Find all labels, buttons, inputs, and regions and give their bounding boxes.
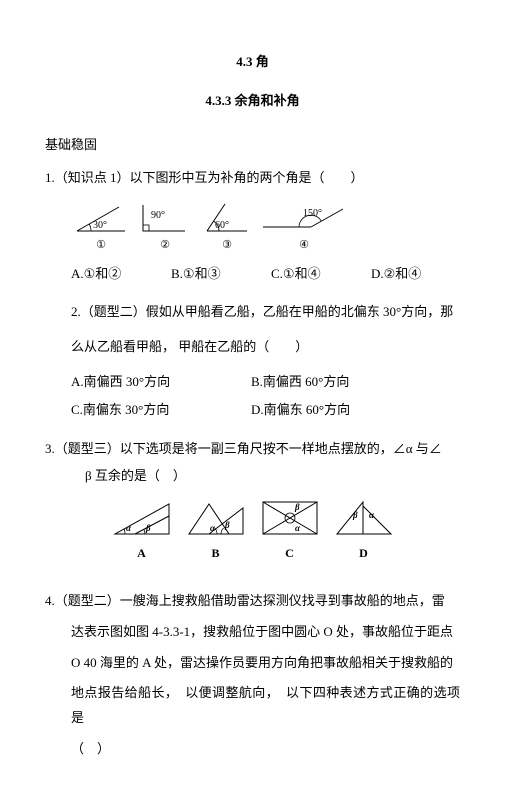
q1-opt-a: A.①和② — [71, 262, 171, 287]
q3-fig-c: α β C — [259, 498, 321, 565]
q1-fig-3-label: ③ — [222, 235, 232, 256]
q3-stem1: 3.（题型三）以下选项是将一副三角尺按不一样地点摆放的，∠α 与∠ — [45, 437, 460, 462]
q1-fig-2-label: ② — [160, 235, 170, 256]
q2-options-row1: A.南偏西 30°方向 B.南偏西 60°方向 — [45, 370, 460, 395]
q3-fig-d: β α D — [333, 498, 395, 565]
q3-label-d: D — [359, 542, 368, 565]
q1-opt-c: C.①和④ — [271, 262, 371, 287]
svg-text:β: β — [224, 520, 230, 530]
q1-opt-d: D.②和④ — [371, 262, 421, 287]
q1-fig-4: 150° ④ — [259, 201, 349, 256]
q3-stem2: β 互余的是（ ） — [45, 464, 460, 489]
q2-opt-c: C.南偏东 30°方向 — [71, 398, 251, 423]
q3-fig-a: α β A — [111, 498, 173, 565]
q4-line4: 地点报告给船长， 以便调整航向， 以下四种表述方式正确的选项是 — [45, 681, 460, 730]
svg-text:β: β — [352, 510, 358, 520]
q3-label-c: C — [285, 542, 294, 565]
q2-options-row2: C.南偏东 30°方向 D.南偏东 60°方向 — [45, 398, 460, 423]
svg-text:β: β — [294, 502, 300, 512]
q1-figures: 30° ① 90° ② 60° ③ — [45, 201, 460, 256]
q1-stem: 1.（知识点 1）以下图形中互为补角的两个角是（ ） — [45, 166, 460, 191]
q2-opt-a: A.南偏西 30°方向 — [71, 370, 251, 395]
q3-figures: α β A α β B α β — [45, 498, 460, 565]
q1-fig-1: 30° ① — [71, 201, 131, 256]
q2-line2: 么从乙船看甲船， 甲船在乙船的（ ） — [45, 335, 460, 360]
svg-text:α: α — [369, 510, 375, 520]
q4-line1: 4.（题型二）一艘海上搜救船借助雷达探测仪找寻到事故船的地点，雷 — [45, 589, 460, 614]
q1-fig-1-label: ① — [96, 235, 106, 256]
q1-angle-4: 150° — [303, 208, 322, 219]
q3-label-a: A — [137, 542, 146, 565]
q1-options: A.①和② B.①和③ C.①和④ D.②和④ — [45, 262, 460, 287]
q1-angle-1: 30° — [93, 220, 107, 231]
q1-angle-3: 60° — [215, 220, 229, 231]
q3-label-b: B — [211, 542, 219, 565]
svg-text:β: β — [145, 523, 151, 533]
q2-opt-b: B.南偏西 60°方向 — [251, 370, 431, 395]
q4-line2: 达表示图如图 4-3.3-1，搜救船位于图中圆心 O 处，事故船位于距点 — [45, 620, 460, 645]
q1-fig-3: 60° ③ — [199, 201, 255, 256]
q1-opt-b: B.①和③ — [171, 262, 271, 287]
q2-opt-d: D.南偏东 60°方向 — [251, 398, 431, 423]
q1-angle-2: 90° — [151, 210, 165, 221]
section-label: 基础稳固 — [45, 133, 460, 158]
q1-fig-4-label: ④ — [299, 235, 309, 256]
q1-fig-2: 90° ② — [135, 201, 195, 256]
section-title: 4.3.3 余角和补角 — [45, 89, 460, 114]
q3-fig-b: α β B — [185, 498, 247, 565]
q2-line1: 2.（题型二）假如从甲船看乙船，乙船在甲船的北偏东 30°方向，那 — [45, 300, 460, 325]
q4-line5: （ ） — [45, 737, 460, 762]
q4-line3: O 40 海里的 A 处，雷达操作员要用方向角把事故船相关于搜救船的 — [45, 651, 460, 676]
chapter-title: 4.3 角 — [45, 50, 460, 75]
